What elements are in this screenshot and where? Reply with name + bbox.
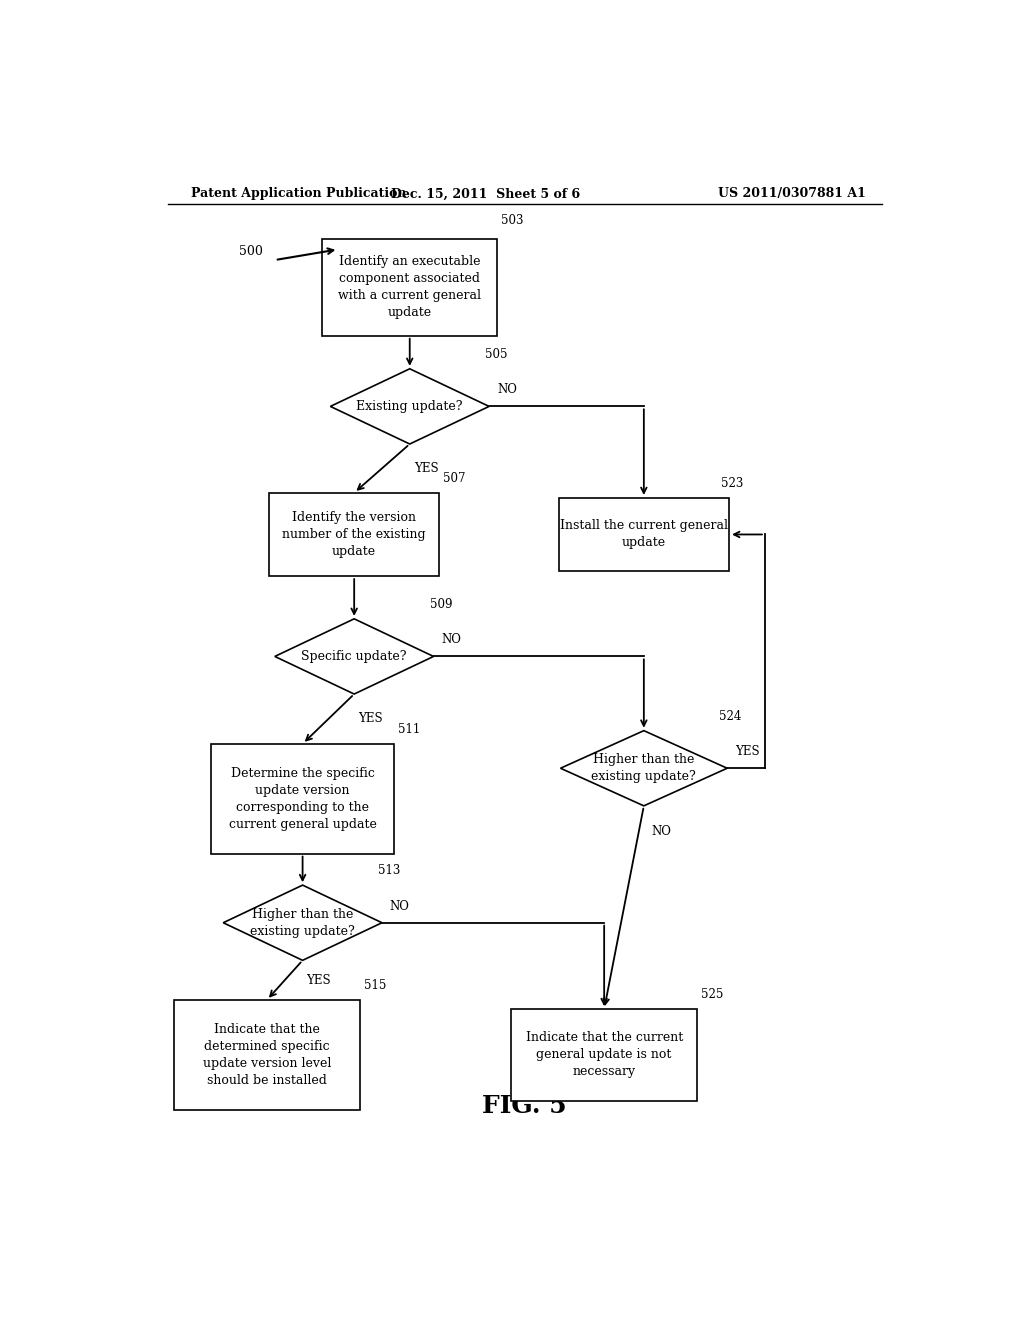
Text: Indicate that the
determined specific
update version level
should be installed: Indicate that the determined specific up… xyxy=(203,1023,331,1086)
Polygon shape xyxy=(274,619,433,694)
FancyBboxPatch shape xyxy=(323,239,497,335)
FancyBboxPatch shape xyxy=(211,744,394,854)
Text: NO: NO xyxy=(390,899,410,912)
Text: 524: 524 xyxy=(719,710,741,722)
Text: 513: 513 xyxy=(378,865,400,876)
Text: NO: NO xyxy=(497,383,517,396)
Text: 525: 525 xyxy=(701,987,724,1001)
Text: Determine the specific
update version
corresponding to the
current general updat: Determine the specific update version co… xyxy=(228,767,377,830)
Text: US 2011/0307881 A1: US 2011/0307881 A1 xyxy=(718,187,866,201)
Polygon shape xyxy=(560,731,727,805)
Text: 523: 523 xyxy=(721,477,743,490)
Text: YES: YES xyxy=(358,713,383,726)
Text: Identify an executable
component associated
with a current general
update: Identify an executable component associa… xyxy=(338,256,481,319)
Text: Dec. 15, 2011  Sheet 5 of 6: Dec. 15, 2011 Sheet 5 of 6 xyxy=(390,187,580,201)
FancyBboxPatch shape xyxy=(269,492,439,576)
Text: 505: 505 xyxy=(485,347,508,360)
Text: Identify the version
number of the existing
update: Identify the version number of the exist… xyxy=(283,511,426,558)
Text: Specific update?: Specific update? xyxy=(301,649,407,663)
Text: YES: YES xyxy=(735,744,760,758)
Text: Higher than the
existing update?: Higher than the existing update? xyxy=(592,754,696,783)
Text: 509: 509 xyxy=(430,598,452,611)
Polygon shape xyxy=(331,368,489,444)
Text: 511: 511 xyxy=(397,723,420,735)
Text: FIG. 5: FIG. 5 xyxy=(482,1094,567,1118)
Text: Existing update?: Existing update? xyxy=(356,400,463,413)
Polygon shape xyxy=(223,886,382,961)
Text: NO: NO xyxy=(441,634,462,647)
FancyBboxPatch shape xyxy=(174,1001,360,1110)
FancyBboxPatch shape xyxy=(558,498,729,572)
Text: NO: NO xyxy=(652,825,672,838)
Text: Patent Application Publication: Patent Application Publication xyxy=(191,187,407,201)
Text: 500: 500 xyxy=(239,246,263,259)
Text: 503: 503 xyxy=(501,214,523,227)
Text: Higher than the
existing update?: Higher than the existing update? xyxy=(250,908,355,937)
Text: 507: 507 xyxy=(443,471,466,484)
Text: YES: YES xyxy=(306,974,331,986)
Text: Indicate that the current
general update is not
necessary: Indicate that the current general update… xyxy=(525,1031,683,1078)
Text: 515: 515 xyxy=(365,979,386,991)
FancyBboxPatch shape xyxy=(511,1008,697,1101)
Text: YES: YES xyxy=(414,462,438,475)
Text: Install the current general
update: Install the current general update xyxy=(560,520,728,549)
